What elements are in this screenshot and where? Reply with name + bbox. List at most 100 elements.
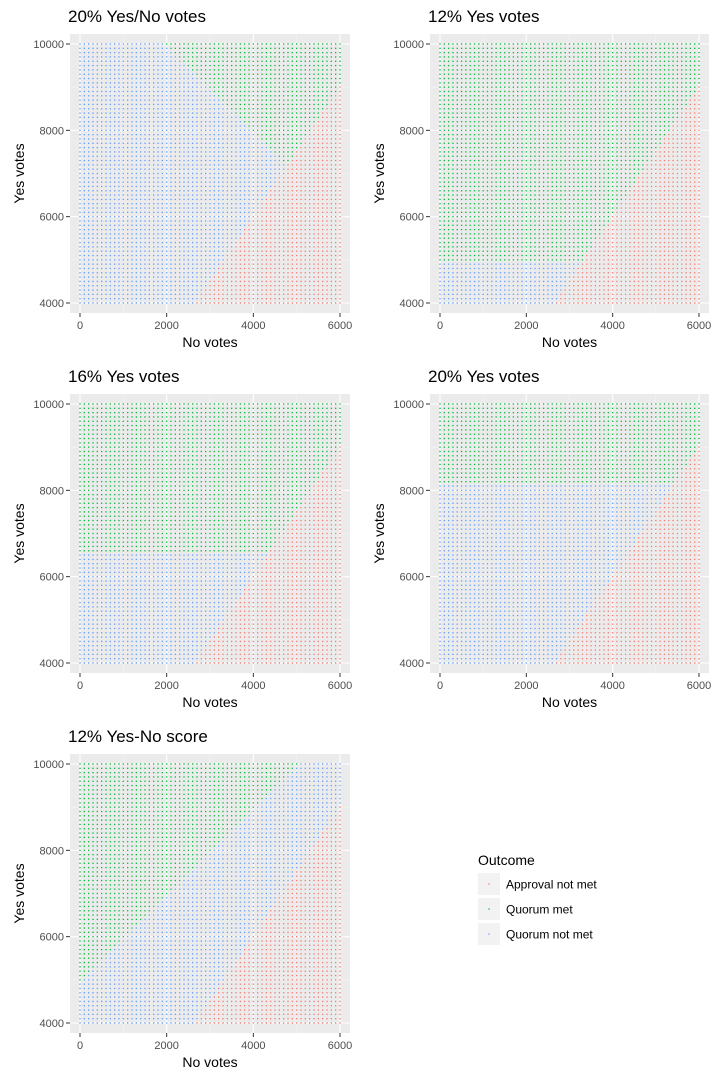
data-point: [235, 112, 237, 114]
data-point: [166, 47, 168, 49]
data-point: [335, 138, 337, 140]
data-point: [187, 280, 189, 283]
data-point: [512, 254, 515, 257]
data-point: [495, 280, 497, 283]
data-point: [465, 276, 467, 278]
data-point: [452, 164, 454, 166]
data-point: [105, 129, 107, 131]
data-point: [257, 263, 259, 265]
data-point: [105, 103, 107, 106]
data-point: [101, 177, 103, 179]
data-point: [265, 272, 267, 274]
data-point: [105, 77, 107, 80]
data-point: [265, 224, 267, 226]
data-point: [504, 228, 506, 231]
data-point: [486, 276, 489, 278]
data-point: [200, 172, 202, 175]
data-point: [166, 90, 168, 93]
data-point: [491, 211, 493, 213]
data-point: [161, 138, 163, 140]
data-point: [491, 43, 493, 45]
data-point: [170, 168, 172, 170]
data-point: [179, 220, 181, 222]
data-point: [291, 73, 293, 75]
data-point: [213, 60, 215, 62]
data-point: [261, 233, 263, 235]
data-point: [83, 51, 85, 54]
data-point: [300, 289, 302, 291]
data-point: [447, 220, 450, 222]
data-point: [196, 108, 198, 110]
data-point: [135, 146, 137, 149]
data-point: [504, 142, 506, 144]
data-point: [313, 142, 315, 144]
data-point: [105, 302, 107, 304]
data-point: [252, 90, 254, 93]
data-point: [296, 216, 298, 218]
data-point: [322, 47, 324, 49]
data-point: [218, 250, 220, 252]
data-point: [161, 254, 163, 257]
data-point: [192, 254, 194, 257]
data-point: [235, 47, 237, 49]
data-point: [92, 86, 94, 88]
data-point: [157, 164, 159, 166]
data-point: [101, 168, 103, 170]
data-point: [170, 203, 172, 205]
data-point: [439, 276, 441, 278]
data-point: [504, 103, 506, 106]
data-point: [205, 203, 207, 205]
data-point: [105, 272, 107, 274]
data-point: [257, 207, 259, 209]
data-point: [122, 172, 124, 175]
data-point: [287, 246, 289, 248]
data-point: [166, 103, 168, 106]
data-point: [469, 216, 471, 218]
data-point: [270, 280, 272, 283]
data-point: [79, 155, 81, 157]
data-point: [153, 241, 155, 244]
data-point: [460, 203, 463, 205]
data-point: [166, 134, 168, 136]
data-point: [196, 82, 198, 84]
data-point: [473, 155, 476, 157]
data-point: [447, 159, 450, 162]
data-point: [473, 64, 476, 67]
data-point: [109, 185, 111, 188]
data-point: [499, 51, 502, 54]
data-point: [335, 155, 337, 157]
data-point: [179, 82, 181, 84]
data-point: [127, 56, 129, 58]
data-point: [339, 207, 341, 209]
data-point: [313, 289, 315, 291]
data-point: [88, 172, 90, 175]
data-point: [187, 112, 189, 114]
data-point: [478, 254, 480, 257]
data-point: [148, 168, 150, 170]
data-point: [135, 211, 137, 213]
data-point: [200, 138, 202, 140]
data-point: [300, 155, 302, 157]
data-point: [491, 47, 493, 49]
data-point: [226, 64, 228, 67]
data-point: [274, 207, 276, 209]
data-point: [239, 246, 241, 248]
data-point: [322, 177, 324, 179]
data-point: [114, 82, 116, 84]
data-point: [270, 246, 272, 248]
data-point: [114, 216, 116, 218]
data-point: [465, 302, 467, 304]
data-point: [179, 159, 181, 162]
data-point: [88, 246, 90, 248]
data-point: [322, 151, 324, 153]
data-point: [179, 211, 181, 213]
data-point: [79, 259, 81, 261]
data-point: [122, 224, 124, 226]
data-point: [486, 216, 489, 218]
data-point: [317, 302, 319, 304]
data-point: [504, 276, 506, 278]
data-point: [495, 190, 497, 192]
data-point: [118, 259, 120, 261]
data-point: [339, 203, 341, 205]
data-point: [231, 302, 233, 304]
